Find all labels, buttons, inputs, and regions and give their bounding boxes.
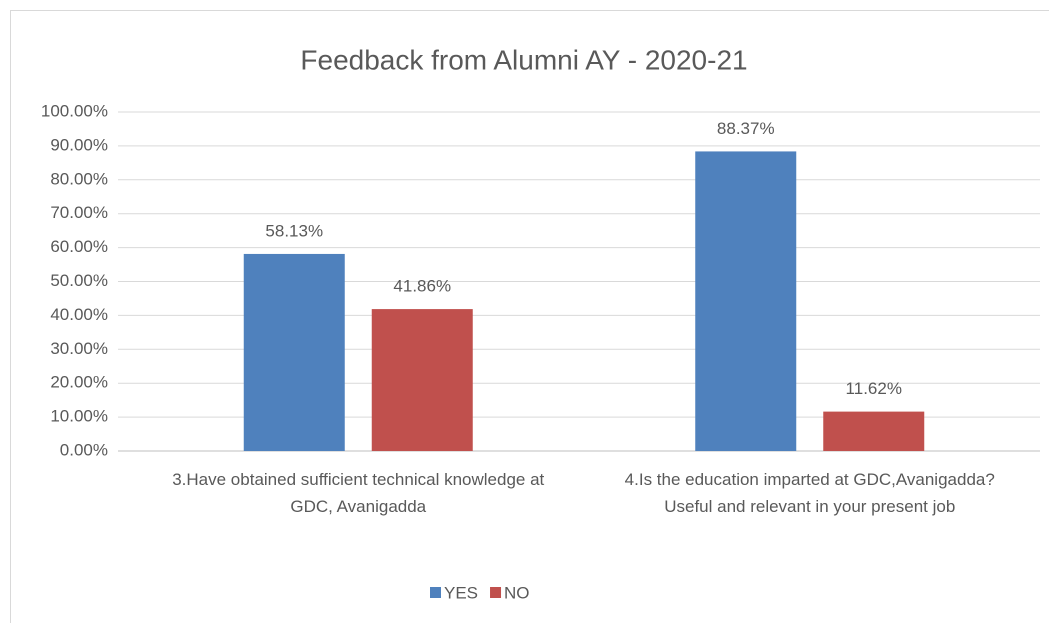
bar xyxy=(823,411,925,451)
chart-border xyxy=(10,10,1049,623)
legend-label: NO xyxy=(504,583,530,602)
y-tick-label: 50.00% xyxy=(50,271,108,290)
data-label: 41.86% xyxy=(393,277,451,296)
bar xyxy=(371,309,473,451)
x-tick-label: 4.Is the education imparted at GDC,Avani… xyxy=(624,470,995,516)
y-tick-label: 40.00% xyxy=(50,305,108,324)
bar xyxy=(695,151,797,451)
legend-label: YES xyxy=(444,583,478,602)
y-tick-label: 70.00% xyxy=(50,203,108,222)
y-tick-label: 30.00% xyxy=(50,339,108,358)
legend-swatch xyxy=(430,587,441,598)
y-tick-label: 20.00% xyxy=(50,373,108,392)
y-tick-label: 100.00% xyxy=(41,101,108,120)
y-tick-label: 80.00% xyxy=(50,169,108,188)
bar xyxy=(243,253,345,451)
y-tick-label: 0.00% xyxy=(60,440,108,459)
data-label: 11.62% xyxy=(846,379,902,398)
y-tick-label: 60.00% xyxy=(50,237,108,256)
legend-swatch xyxy=(490,587,502,598)
y-tick-label: 90.00% xyxy=(50,135,108,154)
data-label: 88.37% xyxy=(717,119,775,138)
x-tick-label: 3.Have obtained sufficient technical kno… xyxy=(172,470,545,516)
chart-title: Feedback from Alumni AY - 2020-21 xyxy=(300,44,747,75)
data-label: 58.13% xyxy=(265,221,323,240)
y-tick-label: 10.00% xyxy=(50,407,108,426)
